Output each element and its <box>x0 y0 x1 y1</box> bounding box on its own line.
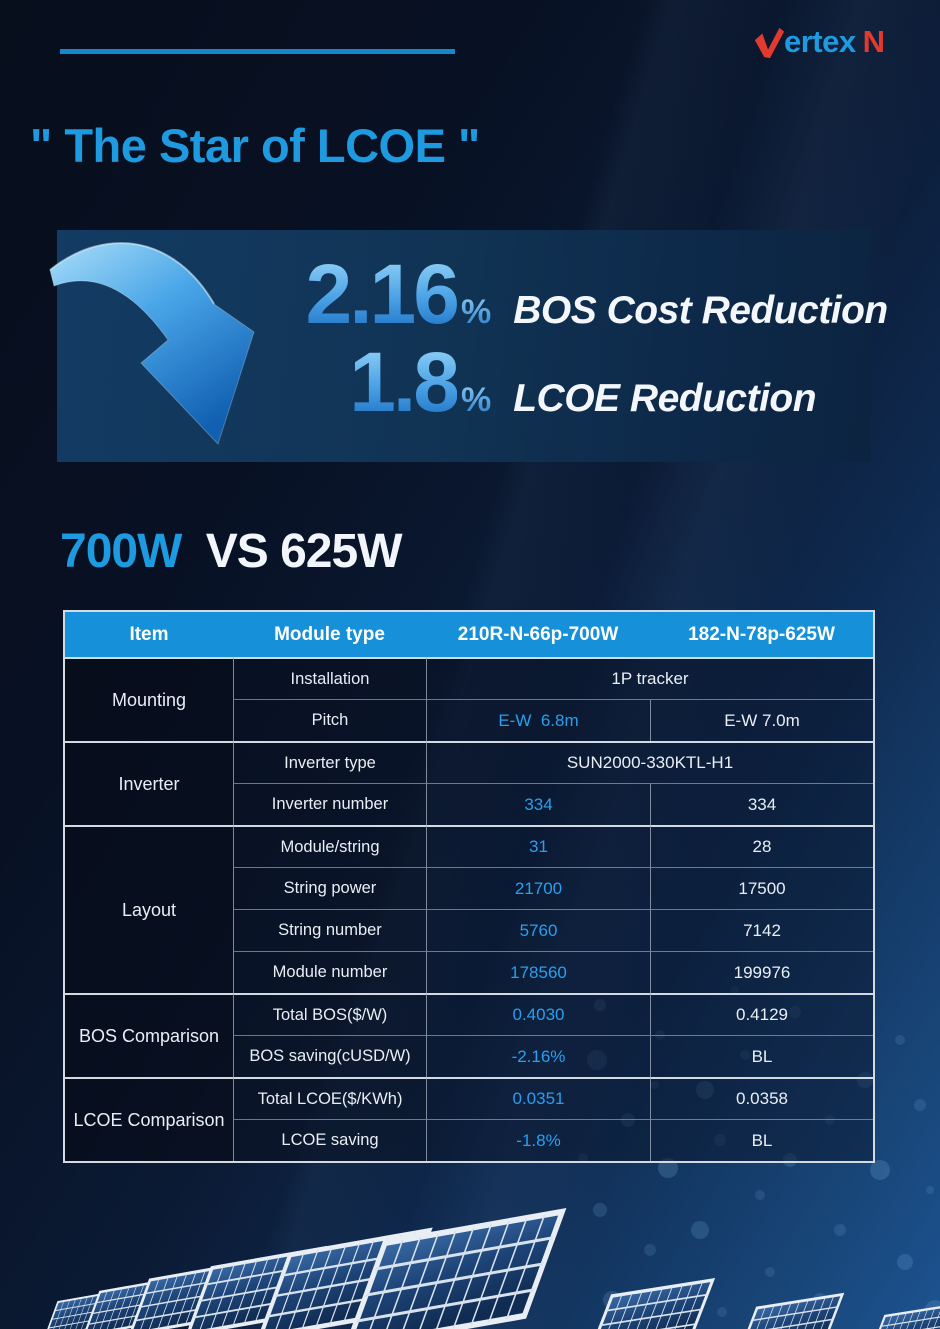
brand-name: ertex <box>784 24 856 59</box>
row-value-625: BL <box>650 1035 873 1077</box>
group-inverter: Inverter <box>65 741 233 825</box>
row-label: Installation <box>233 657 426 699</box>
versus-heading: 700W VS 625W <box>60 524 402 579</box>
row-value-625: 0.4129 <box>650 993 873 1035</box>
stat-bos-label: BOS Cost Reduction <box>513 289 888 332</box>
row-value-span: 1P tracker <box>426 657 873 699</box>
row-value-700: 0.0351 <box>426 1077 650 1119</box>
col-header-module-type: Module type <box>233 612 426 657</box>
row-value-625: 7142 <box>650 909 873 951</box>
stat-lcoe-value: 1.8 <box>237 340 460 424</box>
row-value-700: -2.16% <box>426 1035 650 1077</box>
brand-logo: ertex N <box>752 24 885 60</box>
row-label: Inverter type <box>233 741 426 783</box>
row-label: BOS saving(cUSD/W) <box>233 1035 426 1077</box>
row-value-625: 28 <box>650 825 873 867</box>
row-label: Module number <box>233 951 426 993</box>
stat-bos-value: 2.16 <box>237 252 461 336</box>
down-arrow-icon <box>49 242 255 445</box>
row-value-625: 199976 <box>650 951 873 993</box>
versus-700w: 700W <box>60 525 182 578</box>
row-value-625: E-W 7.0m <box>650 699 873 741</box>
row-label: Inverter number <box>233 783 426 825</box>
row-label: Pitch <box>233 699 426 741</box>
stat-bos: 2.16% BOS Cost Reduction <box>57 252 889 336</box>
row-label: Total BOS($/W) <box>233 993 426 1035</box>
row-label: Module/string <box>233 825 426 867</box>
group-layout: Layout <box>65 825 233 993</box>
header-rule <box>60 49 455 54</box>
row-value-700: E-W 6.8m <box>426 699 650 741</box>
page-title: " The Star of LCOE " <box>30 119 480 172</box>
group-lcoe-comparison: LCOE Comparison <box>65 1077 233 1161</box>
stat-bos-unit: % <box>461 293 492 331</box>
solar-panels-illustration <box>44 1149 940 1329</box>
row-label: String power <box>233 867 426 909</box>
col-header-700w: 210R-N-66p-700W <box>426 612 650 657</box>
row-label: String number <box>233 909 426 951</box>
col-header-625w: 182-N-78p-625W <box>650 612 873 657</box>
row-value-700: 31 <box>426 825 650 867</box>
row-value-700: 21700 <box>426 867 650 909</box>
row-value-700: -1.8% <box>426 1119 650 1161</box>
comparison-table: Item Module type 210R-N-66p-700W 182-N-7… <box>63 610 875 1163</box>
col-header-item: Item <box>65 612 233 657</box>
stat-lcoe: 1.8% LCOE Reduction <box>57 340 816 424</box>
row-value-700: 0.4030 <box>426 993 650 1035</box>
row-label: LCOE saving <box>233 1119 426 1161</box>
row-value-700: 5760 <box>426 909 650 951</box>
stat-lcoe-unit: % <box>461 381 492 419</box>
row-value-625: 17500 <box>650 867 873 909</box>
row-value-span: SUN2000-330KTL-H1 <box>426 741 873 783</box>
group-mounting: Mounting <box>65 657 233 741</box>
vertex-v-icon <box>754 27 785 59</box>
row-label: Total LCOE($/KWh) <box>233 1077 426 1119</box>
row-value-625: BL <box>650 1119 873 1161</box>
versus-625w: VS 625W <box>205 525 403 578</box>
row-value-700: 334 <box>426 783 650 825</box>
row-value-625: 334 <box>650 783 873 825</box>
row-value-700: 178560 <box>426 951 650 993</box>
stat-lcoe-label: LCOE Reduction <box>513 377 817 420</box>
brand-series: N <box>862 24 885 59</box>
group-bos-comparison: BOS Comparison <box>65 993 233 1077</box>
row-value-625: 0.0358 <box>650 1077 873 1119</box>
